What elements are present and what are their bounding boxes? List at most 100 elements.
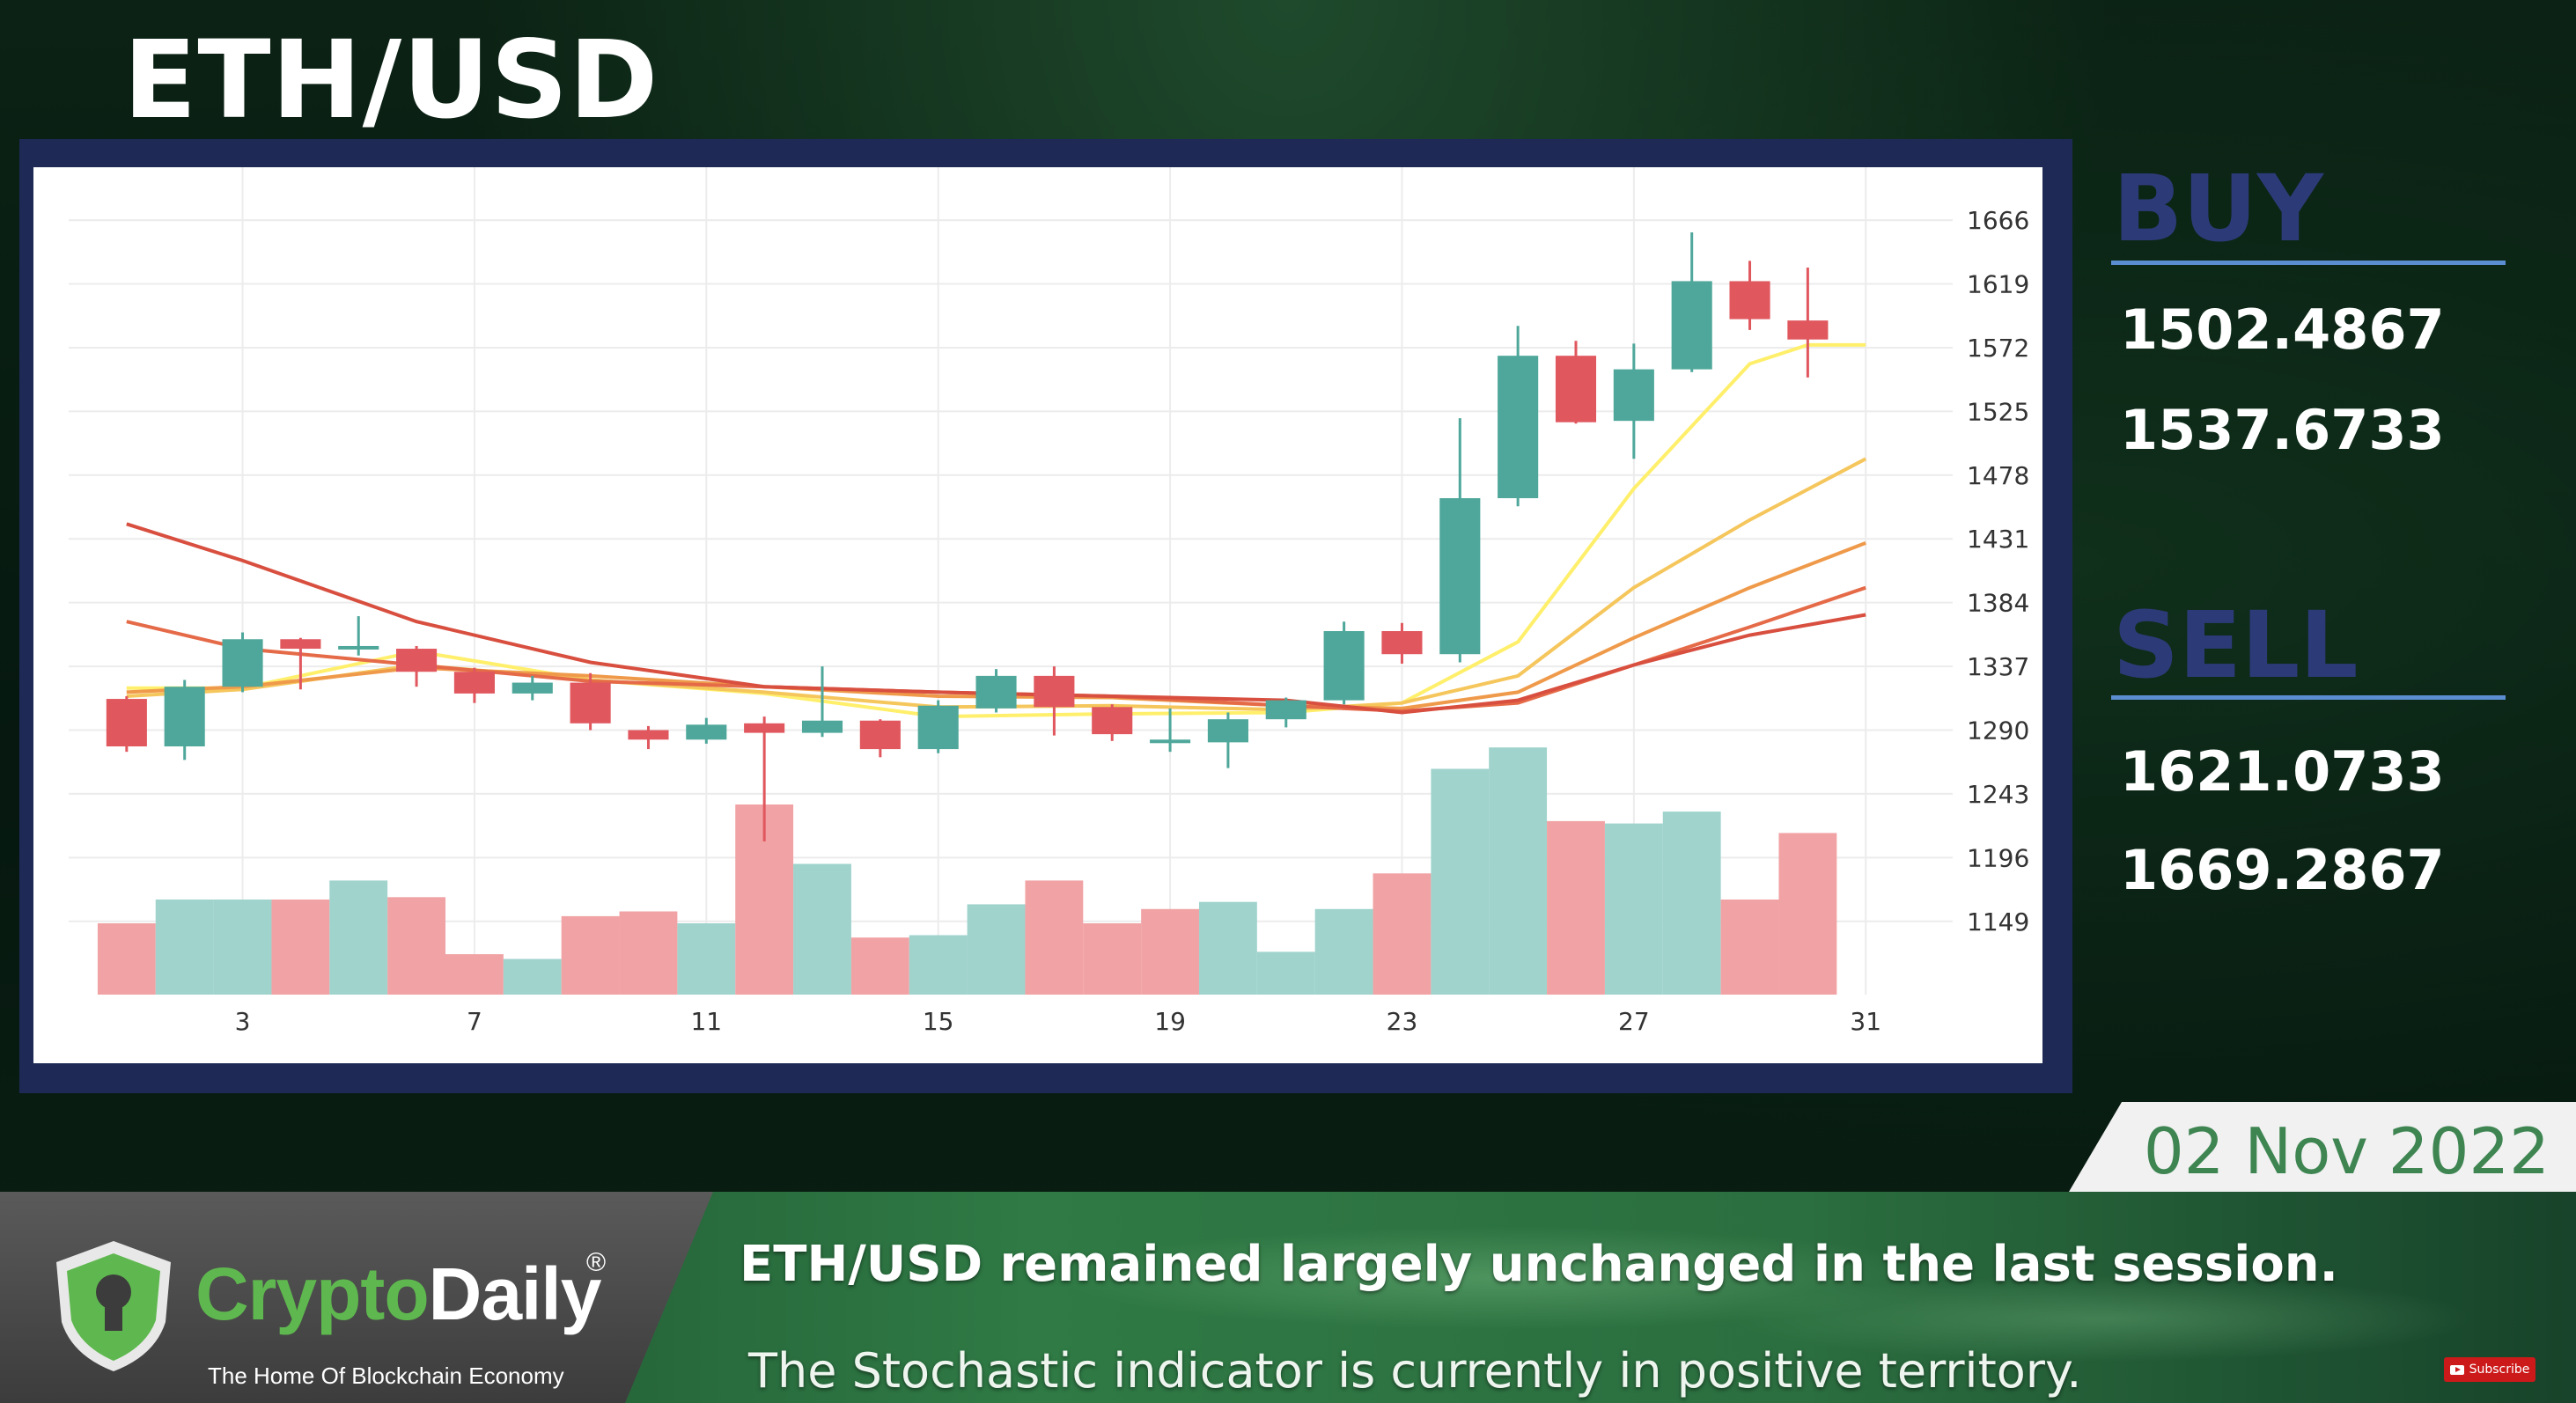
candle-body (801, 720, 843, 733)
volume-bar (503, 959, 562, 995)
y-tick-label: 1478 (1967, 461, 2029, 490)
y-tick-label: 1619 (1967, 270, 2029, 299)
volume-bar (1025, 880, 1084, 995)
candle-body (1150, 739, 1191, 744)
volume-bar (445, 954, 504, 995)
x-tick-label: 11 (690, 1007, 722, 1036)
x-tick-label: 15 (923, 1007, 954, 1036)
candle-body (1323, 631, 1365, 701)
candle-body (106, 699, 147, 746)
sell-value-2: 1669.2867 (2120, 838, 2445, 902)
moving-average-line (126, 342, 1866, 719)
volume-bar (387, 897, 445, 995)
candle-body (1555, 356, 1597, 422)
subscribe-button[interactable]: Subscribe (2444, 1357, 2536, 1382)
volume-bar (850, 937, 909, 995)
y-axis-ticks: 1149 1196 1243 1290 1337 1384 1431 1478 1525 1572… (1967, 206, 2029, 937)
sell-underline (2111, 695, 2506, 700)
y-tick-label: 1384 (1967, 589, 2029, 618)
x-tick-label: 27 (1618, 1007, 1650, 1036)
volume-bar (155, 900, 214, 995)
subscribe-label: Subscribe (2469, 1363, 2530, 1377)
date-tab: 02 Nov 2022 (2069, 1102, 2576, 1192)
candle-body (1207, 719, 1248, 743)
candles (106, 231, 1829, 841)
x-tick-label: 31 (1850, 1007, 1881, 1036)
sell-heading: SELL (2113, 591, 2359, 699)
candle-body (1787, 320, 1829, 340)
y-tick-label: 1666 (1967, 206, 2029, 235)
volume-bar (1199, 901, 1257, 995)
brand-name-daily: Daily (428, 1252, 602, 1335)
volume-bar (1373, 873, 1432, 995)
x-tick-label: 19 (1154, 1007, 1186, 1036)
candle-body (1381, 631, 1423, 655)
registered-mark: ® (586, 1248, 607, 1277)
candle-body (338, 645, 379, 650)
volume-bar (97, 923, 156, 995)
candle-body (1439, 498, 1481, 655)
brand-tagline: The Home Of Blockchain Economy (208, 1363, 564, 1389)
x-axis-ticks: 3 7 11 15 19 23 27 31 (235, 1007, 1881, 1036)
volume-bar (793, 863, 851, 995)
x-tick-label: 3 (235, 1007, 251, 1036)
sell-value-1: 1621.0733 (2120, 739, 2445, 804)
volume-bar (329, 880, 388, 995)
volume-bar (619, 911, 678, 995)
candle-body (222, 639, 263, 687)
candle-body (744, 723, 785, 733)
y-tick-label: 1337 (1967, 652, 2029, 681)
candle-body (686, 724, 727, 740)
volume-bar (1720, 900, 1779, 995)
volume-bar (1547, 820, 1605, 995)
volume-bar (1431, 768, 1490, 995)
date-label: 02 Nov 2022 (2143, 1114, 2550, 1188)
candle-body (453, 672, 495, 694)
volume-bar (1778, 833, 1837, 995)
candle-body (1092, 707, 1133, 735)
candle-body (570, 682, 611, 724)
moving-average-line (126, 522, 1866, 715)
x-tick-label: 7 (467, 1007, 482, 1036)
candle-body (164, 687, 205, 746)
grid-lines (69, 167, 1953, 995)
brand-logo-text: CryptoDaily (195, 1252, 602, 1337)
candle-body (396, 649, 438, 672)
y-tick-label: 1290 (1967, 716, 2029, 746)
y-tick-label: 1431 (1967, 525, 2029, 554)
y-tick-label: 1149 (1967, 907, 2029, 937)
x-tick-label: 23 (1387, 1007, 1418, 1036)
buy-underline (2111, 261, 2506, 265)
buy-value-2: 1537.6733 (2120, 398, 2445, 462)
candle-body (859, 720, 901, 750)
candle-body (1671, 281, 1712, 370)
ticker-headline: ETH/USD remained largely unchanged in th… (740, 1236, 2338, 1293)
candle-body (628, 730, 669, 740)
candlestick-chart: 1149119612431290133713841431147815251572… (33, 167, 2042, 1063)
y-tick-label: 1572 (1967, 334, 2029, 363)
volume-bar (561, 915, 620, 995)
brand-name-crypto: Crypto (195, 1252, 430, 1335)
volume-bar (1489, 747, 1548, 995)
volume-bar (1314, 908, 1373, 995)
volume-bar (677, 923, 736, 995)
candle-body (1265, 700, 1306, 720)
ticker-subline: The Stochastic indicator is currently in… (748, 1343, 2082, 1399)
candle-body (1498, 356, 1539, 498)
buy-heading: BUY (2113, 155, 2324, 262)
candle-body (280, 639, 321, 650)
volume-bar (1662, 812, 1721, 995)
volume-bar (213, 900, 272, 995)
candle-body (1729, 281, 1770, 320)
candle-body (1613, 369, 1654, 422)
volume-bar (1083, 923, 1142, 995)
y-tick-label: 1243 (1967, 780, 2029, 809)
buy-value-1: 1502.4867 (2120, 297, 2445, 362)
candle-body (512, 682, 553, 694)
volume-bar (909, 935, 968, 995)
y-tick-label: 1525 (1967, 397, 2029, 426)
volume-bar (1141, 908, 1199, 995)
volume-bar (271, 900, 330, 995)
chart-title: ETH/USD (123, 18, 659, 143)
candle-body (917, 705, 959, 750)
